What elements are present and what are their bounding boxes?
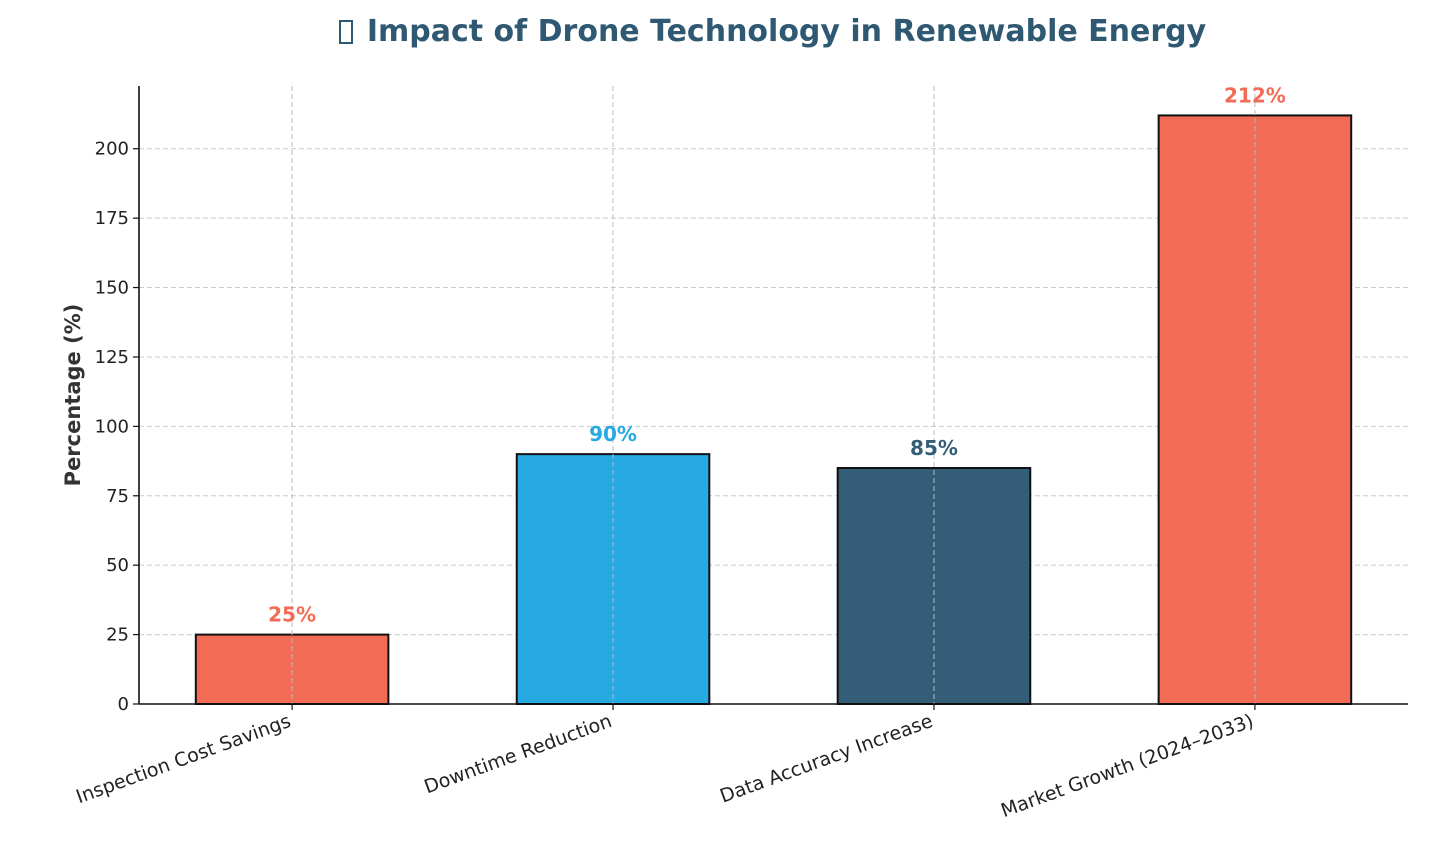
y-tick-label: 25: [106, 625, 129, 646]
data-label: 25%: [268, 603, 316, 627]
bar: [194, 633, 390, 706]
data-label: 212%: [1224, 83, 1286, 107]
y-tick-label: 0: [118, 694, 129, 715]
chart-title: Impact of Drone Technology in Renewable …: [0, 14, 1429, 49]
x-tick-label: Downtime Reduction: [421, 710, 614, 798]
missing-glyph-icon: [338, 20, 353, 44]
x-tick-label: Data Accuracy Increase: [717, 710, 936, 807]
y-tick-label: 50: [106, 555, 129, 576]
y-tick-label: 125: [95, 347, 129, 368]
chart-title-text: Impact of Drone Technology in Renewable …: [366, 14, 1207, 49]
y-tick-label: 150: [95, 278, 129, 299]
y-tick-label: 75: [106, 486, 129, 507]
y-tick-label: 200: [95, 139, 129, 160]
x-tick-label: Market Growth (2024–2033): [998, 710, 1257, 822]
data-label: 85%: [910, 436, 958, 460]
y-axis-label: Percentage (%): [61, 304, 85, 487]
data-label: 90%: [589, 422, 637, 446]
y-tick-label: 100: [95, 416, 129, 437]
x-tick-label: Inspection Cost Savings: [73, 710, 294, 808]
y-tick-label: 175: [95, 208, 129, 229]
